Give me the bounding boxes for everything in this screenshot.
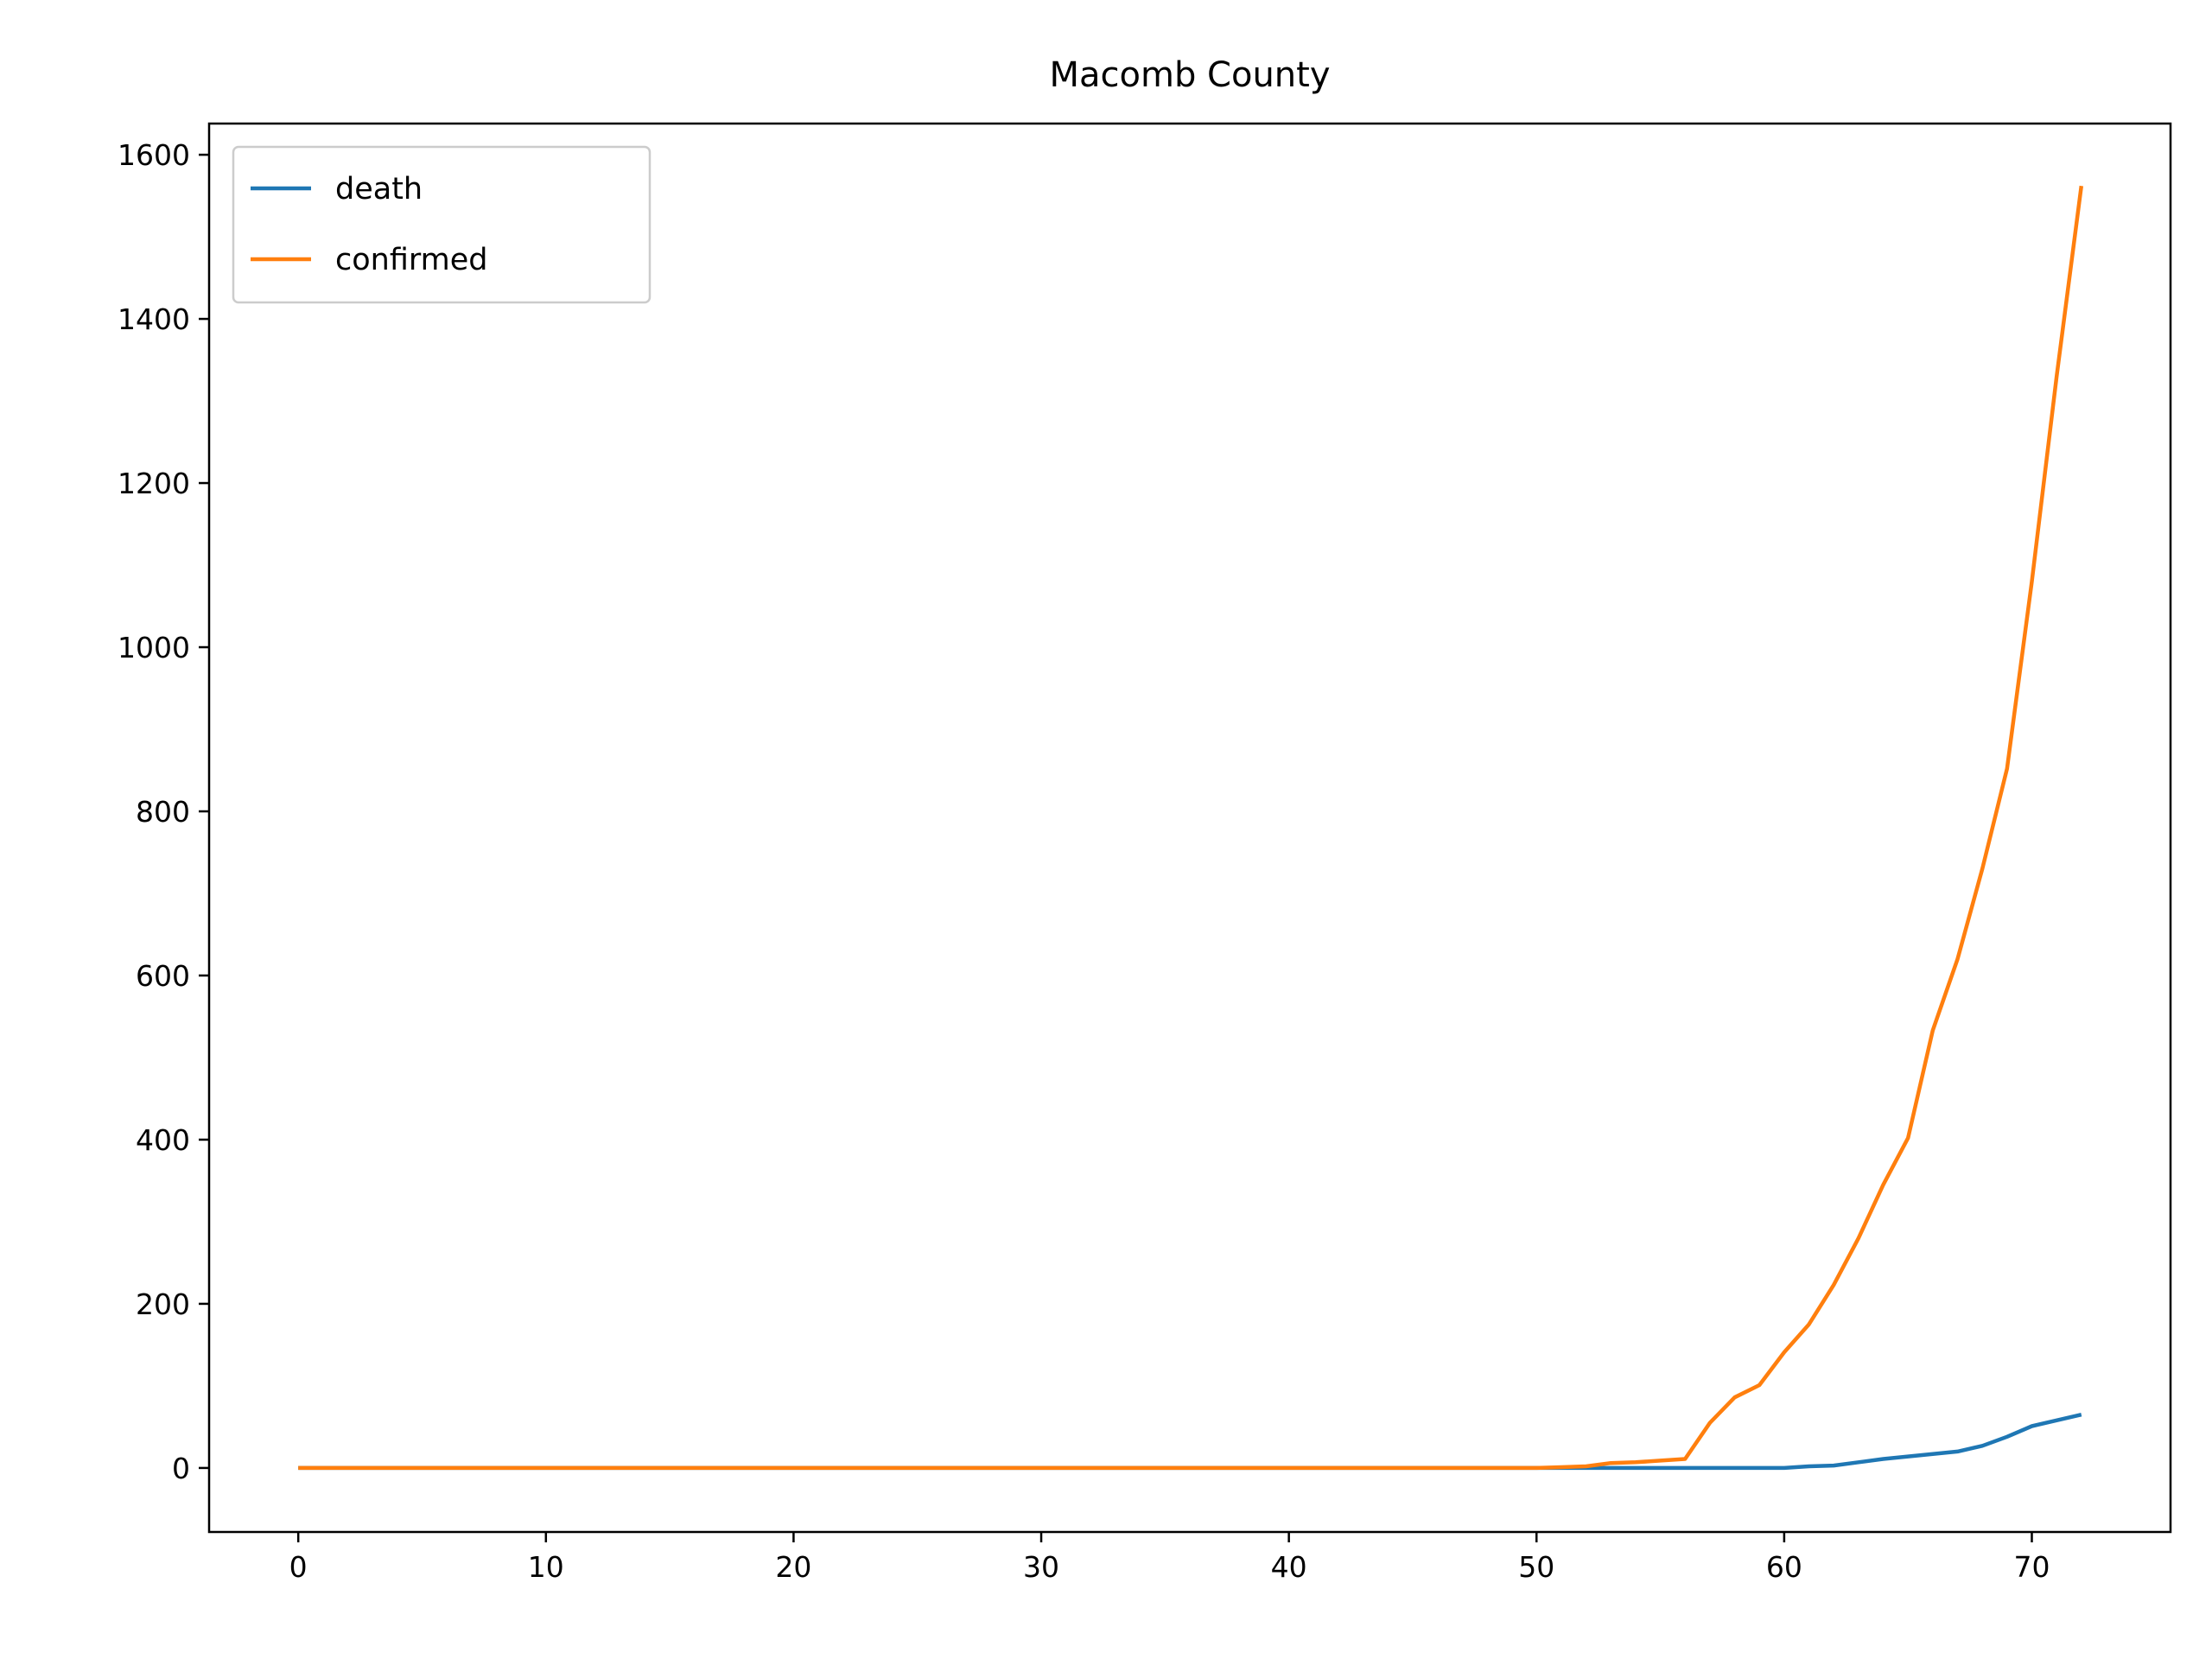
x-tick-label: 70 [2013,1550,2050,1584]
x-axis: 0 10 20 30 40 50 60 70 [289,1532,2050,1584]
series-line-confirmed [298,185,2084,1471]
x-tick-label: 20 [775,1550,811,1584]
legend-label-death: death [335,172,423,207]
chart-title: Macomb County [1049,55,1330,95]
x-tick-label: 50 [1518,1550,1554,1584]
x-tick-label: 0 [289,1550,308,1584]
y-tick-label: 600 [136,959,190,993]
x-tick-label: 30 [1023,1550,1059,1584]
y-tick-label: 1200 [118,467,190,500]
y-tick-label: 1400 [118,302,190,336]
series-layer [298,185,2084,1471]
y-tick-label: 400 [136,1123,190,1157]
plot-frame [207,122,2172,1534]
legend: death confirmed [232,145,652,304]
x-tick-label: 60 [1766,1550,1802,1584]
y-tick-label: 200 [136,1287,190,1321]
series-line-death [298,1413,2082,1471]
legend-box [232,145,652,304]
x-tick-label: 40 [1271,1550,1307,1584]
y-axis: 0 200 400 600 800 1000 1200 1400 1600 [118,138,209,1485]
y-tick-label: 1600 [118,138,190,172]
legend-label-confirmed: confirmed [335,243,488,277]
y-tick-label: 0 [172,1452,190,1485]
y-tick-label: 1000 [118,631,190,664]
y-tick-label: 800 [136,795,190,829]
x-tick-label: 10 [528,1550,564,1584]
